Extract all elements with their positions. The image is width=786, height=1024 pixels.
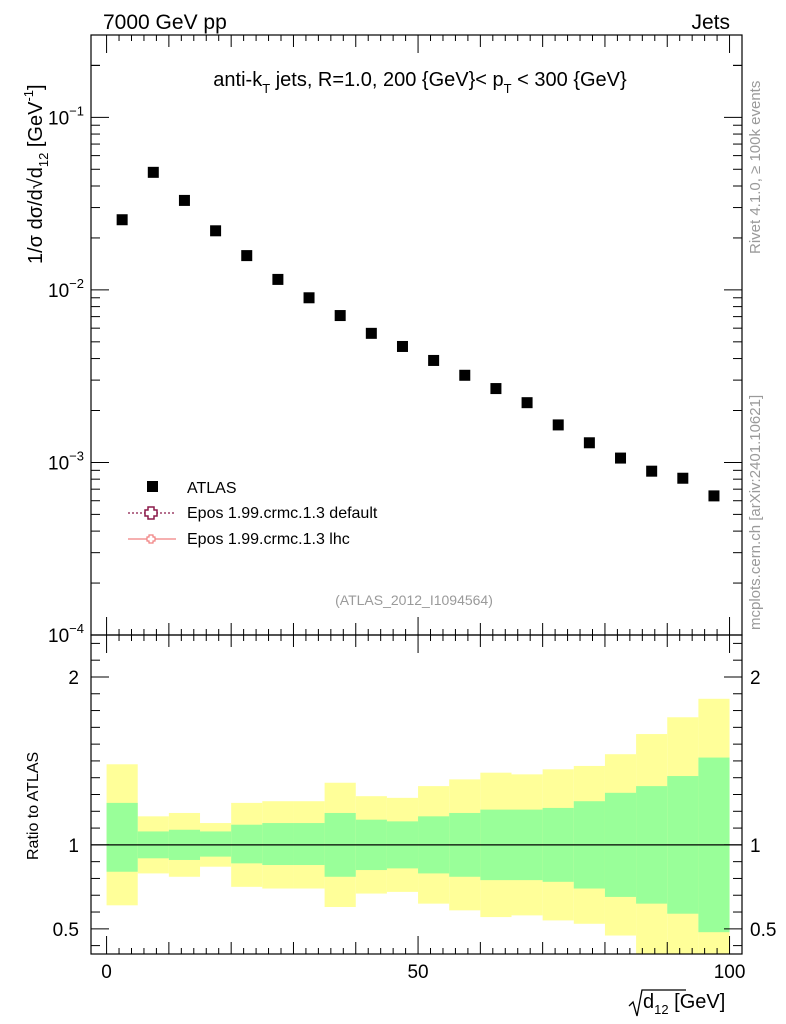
data-point — [303, 292, 315, 304]
data-point — [365, 327, 377, 339]
legend-label-lhc: Epos 1.99.crmc.1.3 lhc — [187, 531, 350, 548]
data-point — [583, 437, 595, 449]
plot-title: anti-kT jets, R=1.0, 200 {GeV}< pT < 300… — [213, 69, 627, 96]
inner-band-bin — [200, 831, 232, 857]
data-point — [116, 214, 128, 226]
main-y-axis-label: 1/σ dσ/d√d12 [GeV-1] — [21, 84, 51, 264]
data-point — [334, 310, 346, 322]
inner-band-bin — [106, 802, 138, 872]
svg-text:d12 [GeV]: d12 [GeV] — [643, 991, 725, 1017]
main-data-points — [116, 166, 720, 502]
y-tick-label: 10−4 — [48, 621, 84, 647]
x-tick-label: 0 — [101, 962, 112, 983]
ratio-y-tick-label-right: 0.5 — [750, 920, 776, 941]
main-axis-ticks — [91, 35, 742, 636]
mcplots-reference-label: mcplots.cern.ch [arXiv:2401.10621] — [747, 395, 764, 630]
data-point — [552, 419, 564, 431]
legend-marker-lhc — [146, 534, 156, 544]
ratio-bands — [106, 698, 730, 954]
ratio-y-tick-label-left: 1 — [68, 836, 79, 857]
data-point — [272, 273, 284, 285]
x-tick-label: 100 — [714, 962, 746, 983]
x-tick-label: 50 — [407, 962, 428, 983]
y-tick-label: 10−2 — [48, 276, 84, 302]
data-point — [615, 452, 627, 464]
header-left: 7000 GeV pp — [103, 11, 227, 34]
legend-label-atlas: ATLAS — [187, 480, 237, 497]
data-point — [490, 383, 502, 395]
y-tick-label: 10−3 — [48, 448, 84, 474]
ratio-x-tick-labels: 0 50 100 — [101, 962, 745, 983]
x-axis-label: d12 [GeV] — [628, 989, 725, 1017]
data-point — [677, 472, 689, 484]
y-tick-label: 10−1 — [48, 103, 84, 129]
inner-band-bin — [293, 823, 325, 866]
data-point — [459, 369, 471, 381]
analysis-annotation: (ATLAS_2012_I1094564) — [335, 592, 493, 608]
data-point — [646, 465, 658, 477]
data-point — [396, 340, 408, 352]
inner-band-bin — [231, 824, 263, 864]
ratio-y-tick-label-right: 2 — [750, 668, 761, 689]
data-point — [241, 250, 253, 262]
legend-marker-atlas — [147, 481, 158, 492]
svg-text:1/σ dσ/d√d12 [GeV-1]: 1/σ dσ/d√d12 [GeV-1] — [21, 84, 51, 264]
data-point — [210, 225, 222, 237]
ratio-y-tick-label-right: 1 — [750, 836, 761, 857]
data-point — [178, 194, 190, 206]
ratio-y-tick-label-left: 2 — [68, 668, 79, 689]
main-y-tick-labels: 10−1 10−2 10−3 10−4 — [48, 103, 84, 647]
ratio-y-tick-labels: 0.5 0.5 1 1 2 2 — [53, 668, 777, 941]
data-point — [147, 166, 159, 178]
data-point — [708, 490, 720, 502]
rivet-version-label: Rivet 4.1.0, ≥ 100k events — [747, 81, 764, 254]
legend: ATLAS Epos 1.99.crmc.1.3 default Epos 1.… — [128, 480, 378, 548]
header-right: Jets — [691, 11, 730, 34]
data-point — [521, 397, 533, 409]
legend-marker-default — [144, 506, 158, 520]
ratio-y-axis-label: Ratio to ATLAS — [25, 752, 42, 860]
legend-label-default: Epos 1.99.crmc.1.3 default — [187, 505, 378, 522]
ratio-axis-ticks — [91, 635, 742, 954]
data-point — [428, 354, 440, 366]
inner-band-bin — [262, 823, 294, 866]
ratio-y-tick-label-left: 0.5 — [53, 920, 79, 941]
